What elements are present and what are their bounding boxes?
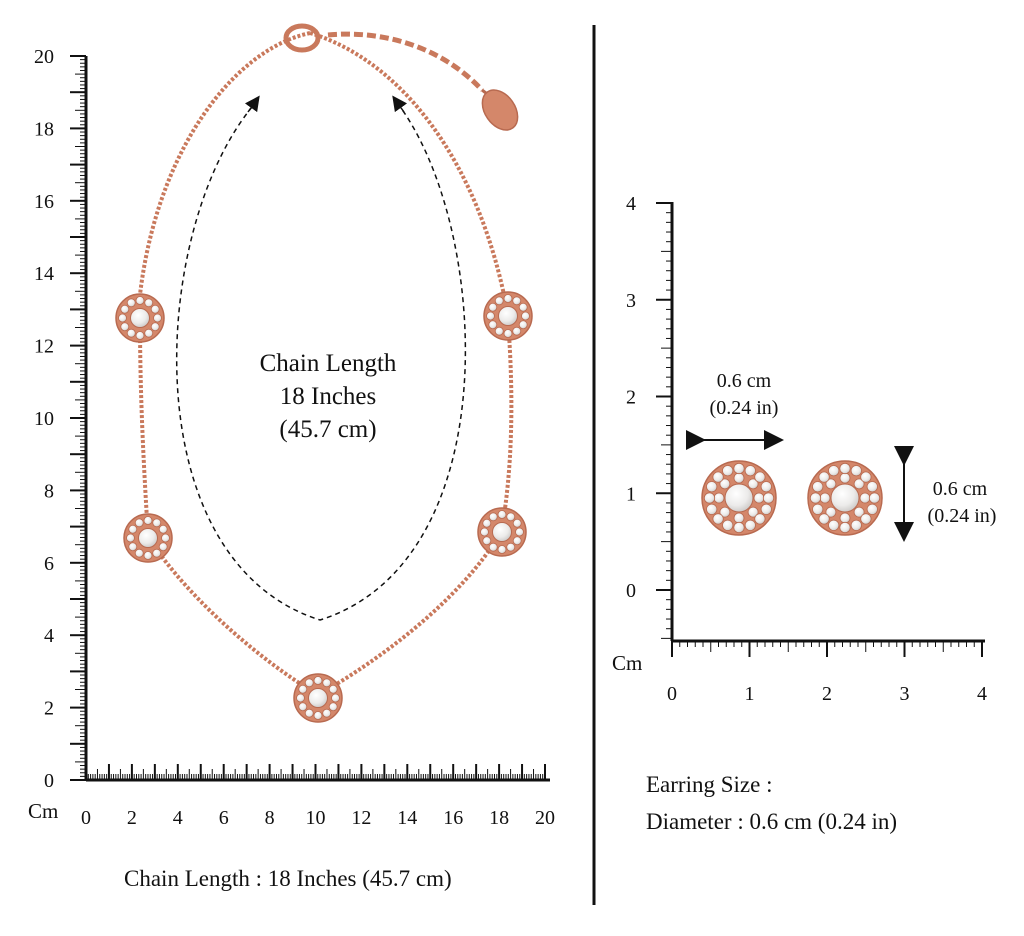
arrow-up-right-icon bbox=[392, 95, 408, 113]
left-x-tick-label: 2 bbox=[127, 807, 137, 829]
left-y-tick-label: 12 bbox=[34, 336, 54, 358]
left-x-tick-label: 6 bbox=[219, 807, 229, 829]
right-y-tick-label: 3 bbox=[626, 290, 636, 312]
right-axis-ticks bbox=[656, 202, 983, 657]
right-y-tick-label: 2 bbox=[626, 387, 636, 409]
left-x-tick-label: 20 bbox=[535, 807, 555, 829]
earring-right bbox=[807, 460, 883, 536]
left-axis-ticks bbox=[70, 55, 546, 781]
extender-tag bbox=[481, 89, 519, 131]
width-label-cm: 0.6 cm bbox=[717, 370, 772, 392]
necklace-illustration bbox=[115, 23, 533, 723]
left-y-tick-label: 14 bbox=[34, 263, 54, 285]
right-x-tick-label: 3 bbox=[900, 683, 910, 705]
left-x-tick-labels: 0 2 4 6 8 10 12 14 16 18 20 bbox=[81, 807, 555, 829]
right-x-tick-label: 2 bbox=[822, 683, 832, 705]
height-label-cm: 0.6 cm bbox=[933, 478, 988, 500]
halo-pendant bbox=[293, 673, 343, 723]
left-y-tick-label: 4 bbox=[44, 625, 54, 647]
left-y-tick-label: 18 bbox=[34, 118, 54, 140]
right-x-tick-labels: 0 1 2 3 4 bbox=[667, 683, 987, 705]
earring-left bbox=[701, 460, 777, 536]
chain-length-label-line2: 18 Inches bbox=[280, 383, 377, 410]
left-x-tick-label: 12 bbox=[351, 807, 371, 829]
left-y-tick-label: 10 bbox=[34, 408, 54, 430]
left-x-tick-label: 14 bbox=[397, 807, 417, 829]
left-x-tick-label: 8 bbox=[265, 807, 275, 829]
left-y-tick-label: 8 bbox=[44, 480, 54, 502]
halo-station bbox=[477, 507, 527, 557]
height-label-in: (0.24 in) bbox=[928, 505, 997, 527]
chain-length-label-line3: (45.7 cm) bbox=[279, 416, 376, 443]
left-x-tick-label: 10 bbox=[306, 807, 326, 829]
halo-station bbox=[115, 293, 165, 343]
left-y-tick-label: 0 bbox=[44, 770, 54, 792]
chain-length-caption: Chain Length : 18 Inches (45.7 cm) bbox=[124, 866, 452, 891]
right-y-tick-labels: 0 1 2 3 4 bbox=[626, 193, 636, 602]
right-x-tick-label: 4 bbox=[977, 683, 987, 705]
left-y-tick-label: 16 bbox=[34, 191, 54, 213]
left-y-tick-label: 6 bbox=[44, 553, 54, 575]
left-x-tick-label: 18 bbox=[489, 807, 509, 829]
right-y-tick-label: 4 bbox=[626, 193, 636, 215]
arrow-up-left-icon bbox=[244, 95, 260, 113]
earring-size-title: Earring Size : bbox=[646, 772, 773, 797]
right-unit-label: Cm bbox=[612, 651, 642, 675]
right-y-tick-label: 1 bbox=[626, 483, 636, 505]
left-x-tick-label: 16 bbox=[443, 807, 463, 829]
left-y-tick-label: 20 bbox=[34, 46, 54, 68]
right-x-tick-label: 1 bbox=[745, 683, 755, 705]
halo-station bbox=[483, 291, 533, 341]
left-x-tick-label: 4 bbox=[173, 807, 183, 829]
left-unit-label: Cm bbox=[28, 799, 58, 823]
left-y-tick-label: 2 bbox=[44, 698, 54, 720]
chain-length-loop bbox=[176, 99, 467, 621]
chain-length-label-line1: Chain Length bbox=[260, 350, 397, 377]
right-x-tick-label: 0 bbox=[667, 683, 677, 705]
lobster-clasp bbox=[283, 23, 321, 53]
halo-station bbox=[123, 513, 173, 563]
width-label-in: (0.24 in) bbox=[710, 397, 779, 419]
earring-diameter-caption: Diameter : 0.6 cm (0.24 in) bbox=[646, 809, 898, 834]
right-y-tick-label: 0 bbox=[626, 580, 636, 602]
left-y-tick-labels: 0 2 4 6 8 10 12 14 16 18 20 bbox=[34, 46, 54, 792]
left-x-tick-label: 0 bbox=[81, 807, 91, 829]
